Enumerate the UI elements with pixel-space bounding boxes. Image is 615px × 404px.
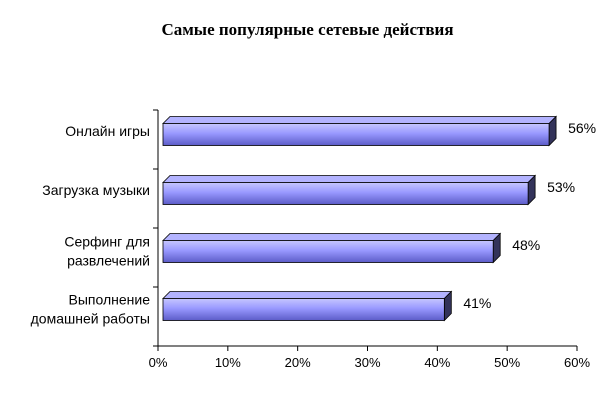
data-label: 48% [512,237,540,253]
x-tick-label: 40% [424,355,450,370]
chart-title: Самые популярные сетевые действия [161,20,454,39]
bar [162,115,558,147]
bar-top-face [162,233,502,241]
data-label: 41% [463,295,491,311]
x-tick-label: 30% [354,355,380,370]
data-label: 53% [547,179,575,195]
category-label-line: Онлайн игры [65,123,150,139]
bar-front-face [162,240,494,263]
category-label-line: Выполнение [69,292,151,308]
x-tick-label: 60% [564,355,590,370]
bar [162,290,453,322]
x-tick-label: 10% [215,355,241,370]
bar-front-face [162,123,550,146]
bar-top-face [162,116,558,124]
bar-top-face [162,175,537,183]
category-label-line: домашней работы [31,311,150,327]
category-label: Онлайн игры [65,123,150,139]
category-label-line: Серфинг для [64,234,150,250]
bar [162,174,537,206]
category-label: Выполнение домашней работы [31,292,151,327]
bar-front-face [162,182,529,205]
category-label: Загрузка музыки [42,182,150,198]
bar [162,232,502,264]
x-tick-label: 50% [494,355,520,370]
category-label-line: Загрузка музыки [42,182,150,198]
bar-top-face [162,291,453,299]
category-label-line: развлечений [67,253,150,269]
category-label: Серфинг для развлечений [64,234,150,269]
x-tick-label: 0% [149,355,168,370]
data-label: 56% [568,120,596,136]
x-tick-label: 20% [285,355,311,370]
bar-front-face [162,298,445,321]
